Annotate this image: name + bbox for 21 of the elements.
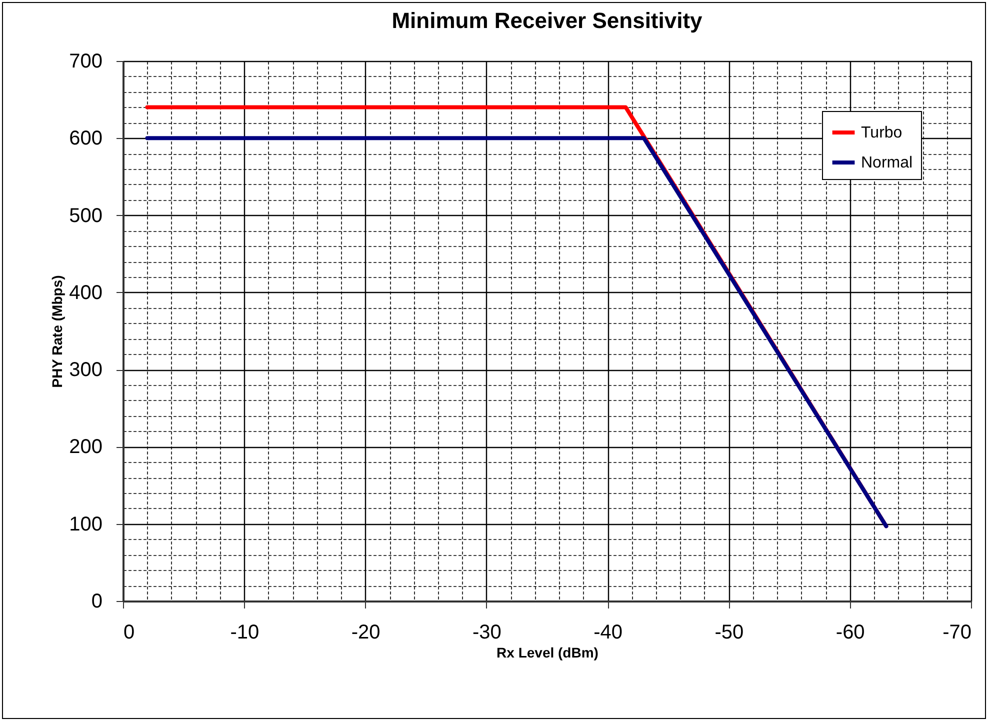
y-tick-label: 100 — [69, 513, 102, 536]
y-tick-label: 400 — [69, 282, 102, 304]
x-tick-label: -40 — [594, 622, 623, 644]
x-tick-label: -20 — [351, 622, 380, 644]
x-axis-title: Rx Level (dBm) — [496, 644, 598, 660]
y-tick-label: 200 — [69, 436, 102, 458]
x-tick-label: -50 — [714, 622, 744, 644]
x-tick-label: -70 — [942, 622, 972, 644]
y-tick-label: 500 — [69, 204, 102, 227]
y-tick-label: 0 — [91, 590, 102, 612]
x-tick-label: -60 — [836, 622, 865, 644]
y-axis-title: PHY Rate (Mbps) — [49, 275, 66, 388]
legend-label: Turbo — [861, 124, 902, 142]
y-tick-label: 300 — [69, 359, 102, 382]
y-tick-label: 700 — [69, 50, 102, 72]
legend-label: Normal — [861, 154, 913, 172]
x-tick-label: -30 — [472, 622, 502, 644]
chart-title: Minimum Receiver Sensitivity — [392, 8, 704, 33]
y-tick-label: 600 — [69, 128, 102, 150]
x-tick-label: -10 — [230, 622, 260, 644]
x-tick-label: 0 — [124, 622, 135, 644]
